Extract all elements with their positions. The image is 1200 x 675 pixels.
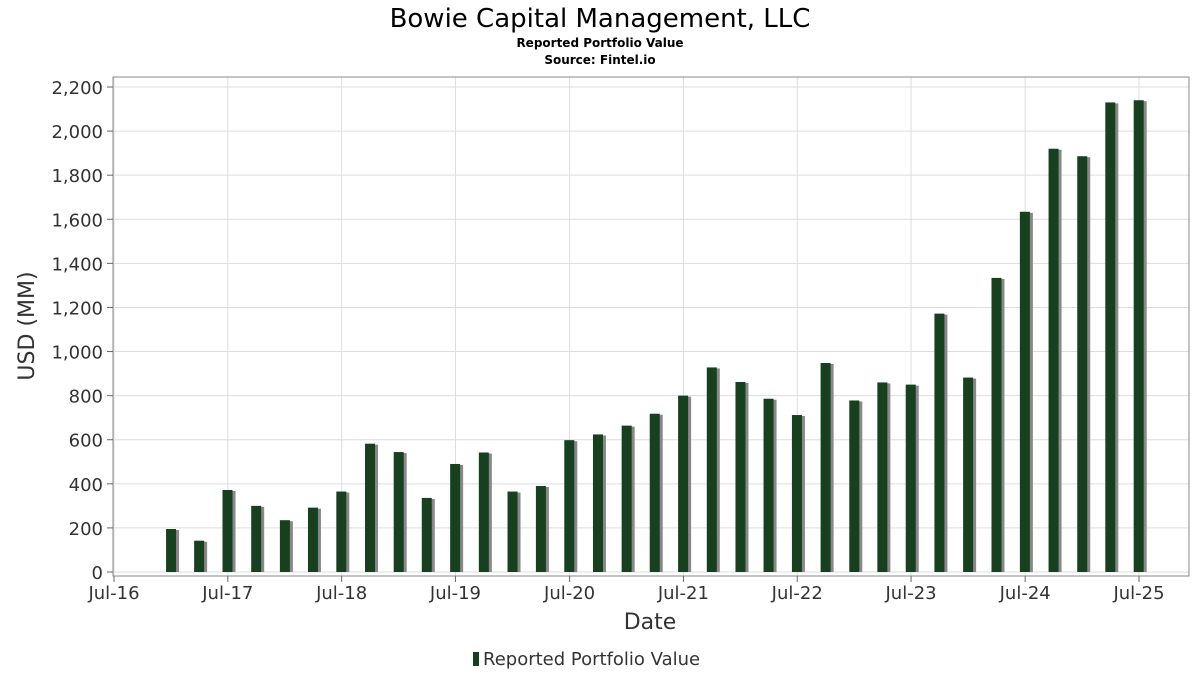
legend-label: Reported Portfolio Value: [483, 649, 700, 670]
bar: [905, 384, 916, 572]
y-tick-label: 400: [69, 475, 103, 496]
x-axis-ticks: Jul-16 Jul-17 Jul-18 Jul-19 Jul-20 Jul-21 Jul-…: [87, 576, 1165, 604]
bar: [934, 313, 945, 572]
bar: [564, 440, 575, 572]
y-tick-label: 0: [92, 563, 103, 584]
chart-source: Source: Fintel.io: [544, 53, 655, 67]
y-tick-label: 2,200: [51, 78, 103, 99]
y-axis-ticks: 0 200 400 600 800 1,000 1,200 1,400 1,600 1,800 2,…: [51, 78, 113, 584]
bar: [535, 486, 546, 572]
x-tick-label: Jul-19: [429, 583, 481, 604]
bar: [478, 452, 489, 572]
y-tick-label: 600: [69, 431, 103, 452]
x-tick-label: Jul-18: [315, 583, 367, 604]
bar: [1133, 100, 1144, 573]
legend-swatch: [473, 652, 479, 666]
bar: [194, 540, 205, 572]
y-tick-label: 1,600: [51, 210, 103, 231]
bar: [678, 395, 689, 572]
x-tick-label: Jul-25: [1112, 583, 1164, 604]
y-tick-label: 200: [69, 519, 103, 540]
bar: [450, 463, 461, 572]
bar: [735, 381, 746, 572]
x-tick-label: Jul-24: [999, 583, 1051, 604]
bar: [166, 529, 177, 572]
bar: [1105, 102, 1116, 572]
bar: [1019, 211, 1030, 572]
y-tick-label: 800: [69, 387, 103, 408]
bar: [222, 489, 233, 572]
bar: [763, 398, 774, 572]
x-tick-label: Jul-17: [201, 583, 253, 604]
bar: [849, 400, 860, 572]
bar: [877, 382, 888, 572]
y-tick-label: 1,000: [51, 343, 103, 364]
bar: [251, 505, 262, 572]
bar: [336, 491, 347, 572]
x-tick-label: Jul-22: [771, 583, 823, 604]
y-tick-label: 1,800: [51, 166, 103, 187]
bar: [621, 425, 632, 572]
x-tick-label: Jul-16: [87, 583, 139, 604]
bar: [393, 452, 404, 572]
bar: [1048, 148, 1059, 572]
bar: [507, 491, 518, 572]
plot-area: [112, 76, 1190, 577]
bars: [166, 100, 1147, 573]
y-tick-label: 1,400: [51, 254, 103, 275]
bar: [649, 413, 660, 572]
bar: [791, 415, 802, 572]
legend: Reported Portfolio Value: [473, 649, 700, 670]
bar: [820, 363, 831, 572]
bar: [279, 520, 290, 572]
bar: [991, 277, 1002, 572]
bar: [592, 434, 603, 572]
x-tick-label: Jul-23: [884, 583, 936, 604]
chart-subtitle: Reported Portfolio Value: [516, 36, 683, 50]
y-tick-label: 2,000: [51, 122, 103, 143]
bar: [421, 497, 432, 572]
chart-title: Bowie Capital Management, LLC: [390, 4, 811, 34]
bar: [307, 507, 318, 572]
bar: [706, 367, 717, 572]
y-axis-label: USD (MM): [15, 271, 40, 380]
bar: [365, 443, 376, 572]
y-tick-label: 1,200: [51, 298, 103, 319]
bar: [963, 377, 974, 572]
x-tick-label: Jul-21: [657, 583, 709, 604]
x-tick-label: Jul-20: [543, 583, 595, 604]
bar: [1077, 156, 1088, 573]
x-axis-label: Date: [624, 610, 677, 635]
